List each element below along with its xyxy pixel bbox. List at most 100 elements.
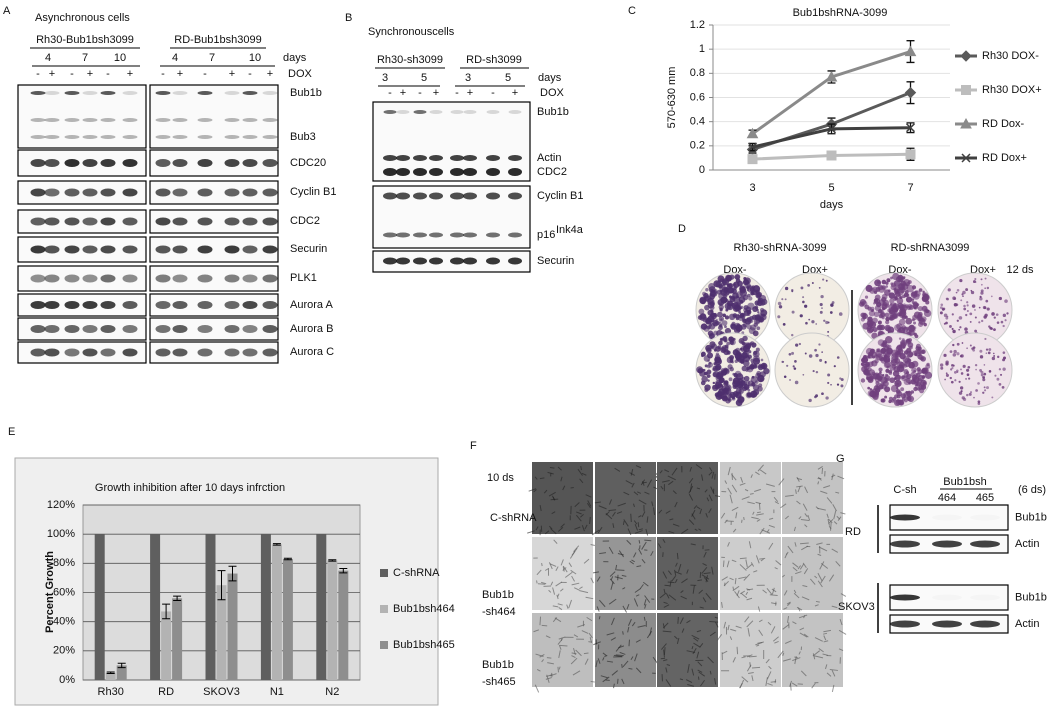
- cell: [586, 502, 592, 509]
- label: (6 ds): [1018, 484, 1046, 496]
- blot-band: [44, 118, 60, 122]
- colony: [866, 373, 873, 381]
- cell: [548, 491, 556, 497]
- colony: [752, 330, 759, 337]
- micrograph: [532, 462, 593, 534]
- blot-band: [383, 110, 397, 114]
- cell: [706, 497, 710, 502]
- colony: [860, 362, 866, 367]
- colony: [966, 373, 970, 377]
- cell: [800, 542, 809, 545]
- point: [826, 124, 837, 134]
- colony: [737, 306, 741, 310]
- colony: [888, 292, 896, 299]
- colony: [743, 305, 749, 311]
- colony: [950, 380, 954, 384]
- blot-band: [508, 257, 522, 265]
- cell: [594, 501, 601, 504]
- cell: [571, 652, 577, 655]
- colony: [980, 370, 984, 374]
- blot-band: [429, 168, 443, 176]
- colony: [959, 326, 962, 329]
- colony: [710, 309, 714, 313]
- colony: [729, 391, 736, 399]
- colony: [890, 384, 899, 393]
- colony: [979, 297, 983, 301]
- blot-band: [429, 257, 443, 265]
- cell: [818, 546, 828, 552]
- cell: [827, 519, 830, 526]
- cell: [665, 667, 668, 673]
- cell: [699, 606, 704, 609]
- label: Rh30-shRNA-3099: [734, 242, 827, 254]
- cell: [747, 501, 755, 505]
- colony: [913, 332, 917, 336]
- colony: [969, 312, 973, 316]
- cell: [539, 505, 542, 512]
- colony: [947, 288, 951, 292]
- cell: [782, 658, 792, 662]
- colony: [728, 313, 736, 321]
- colony: [977, 400, 981, 403]
- cell: [814, 604, 819, 607]
- colony: [896, 394, 901, 399]
- cell: [584, 524, 588, 530]
- colony: [908, 305, 914, 310]
- label: Asynchronous cells: [35, 12, 130, 24]
- cell: [577, 468, 583, 476]
- colony: [815, 323, 818, 325]
- colony: [949, 325, 952, 328]
- blot-band: [450, 192, 464, 200]
- bar: [161, 611, 172, 680]
- colony: [746, 286, 750, 290]
- cell: [610, 637, 616, 641]
- label: Rh30-Bub1bsh3099: [36, 34, 134, 46]
- cell: [597, 658, 601, 664]
- cell: [557, 526, 564, 532]
- colony: [820, 294, 824, 299]
- cell: [829, 668, 839, 671]
- colony: [960, 372, 964, 375]
- colony: [964, 327, 968, 331]
- cell: [804, 524, 808, 528]
- cell: [646, 630, 653, 639]
- cell: [562, 485, 566, 491]
- cell: [802, 584, 808, 588]
- colony: [903, 373, 909, 379]
- colony: [956, 371, 959, 374]
- cell: [597, 526, 603, 534]
- blot-band: [224, 217, 240, 226]
- colony: [994, 374, 997, 377]
- colony: [978, 306, 981, 309]
- blot-band: [122, 159, 138, 167]
- colony: [735, 347, 741, 354]
- cell: [759, 527, 765, 535]
- colony: [735, 399, 743, 407]
- colony: [782, 322, 786, 326]
- blot-band: [224, 348, 240, 357]
- cell: [695, 464, 703, 470]
- cell: [782, 652, 785, 656]
- label: +: [87, 68, 93, 80]
- colony: [887, 308, 891, 313]
- cell: [590, 543, 596, 547]
- cell: [759, 557, 766, 560]
- colony: [869, 388, 873, 391]
- blot-band: [262, 159, 278, 167]
- cell: [598, 505, 607, 510]
- cell: [838, 629, 847, 635]
- colony: [953, 370, 957, 374]
- colony: [885, 316, 890, 322]
- blot-band: [172, 301, 188, 309]
- cell: [662, 480, 670, 483]
- cell: [711, 566, 714, 575]
- point: [826, 150, 837, 161]
- blot-band: [486, 192, 500, 200]
- cell: [619, 651, 626, 655]
- cell: [767, 621, 772, 626]
- cell: [535, 653, 544, 657]
- cell: [657, 543, 662, 549]
- colony: [884, 324, 891, 332]
- cell: [786, 601, 791, 605]
- label: -sh464: [482, 606, 516, 618]
